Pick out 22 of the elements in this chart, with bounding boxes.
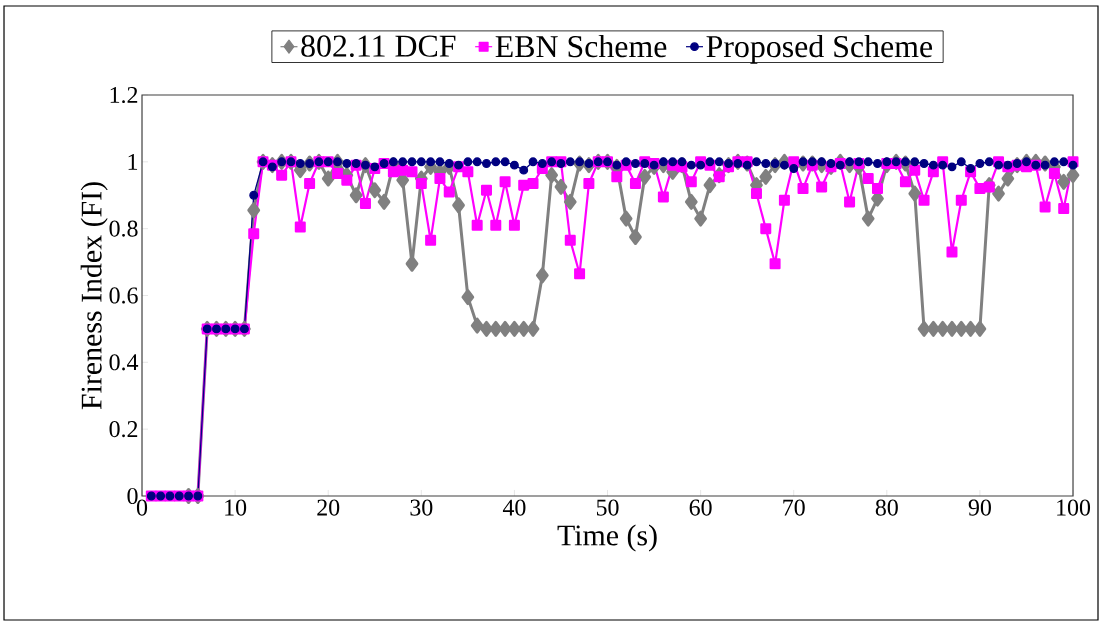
y-tick-label: 0 <box>127 487 138 505</box>
legend-label: 802.11 DCF <box>301 35 456 58</box>
y-tick-label: 0.4 <box>109 354 139 371</box>
x-tick-label: 90 <box>968 499 991 516</box>
x-tick-label: 40 <box>502 499 526 516</box>
x-tick-label: 20 <box>317 499 340 516</box>
x-tick-label: 10 <box>225 499 247 516</box>
x-tick-label: 50 <box>596 499 619 516</box>
y-tick-label: 0.6 <box>109 287 138 304</box>
y-tick-label: 0.8 <box>109 220 138 237</box>
y-tick-label: 0.2 <box>109 421 138 438</box>
x-axis-title: Time (s) <box>557 524 657 552</box>
y-tick-label: 1.2 <box>110 86 138 104</box>
legend-label: EBN Scheme <box>495 34 667 58</box>
y-axis-title: Fireness Index (FI) <box>80 182 108 410</box>
x-tick-label: 100 <box>1057 499 1091 516</box>
x-tick-label: 30 <box>410 499 433 516</box>
legend-label: Proposed Scheme <box>706 34 933 64</box>
x-tick-label: 60 <box>689 499 712 516</box>
x-tick-label: 70 <box>783 499 805 516</box>
y-tick-label: 1 <box>128 153 138 170</box>
x-tick-label: 80 <box>875 499 898 516</box>
